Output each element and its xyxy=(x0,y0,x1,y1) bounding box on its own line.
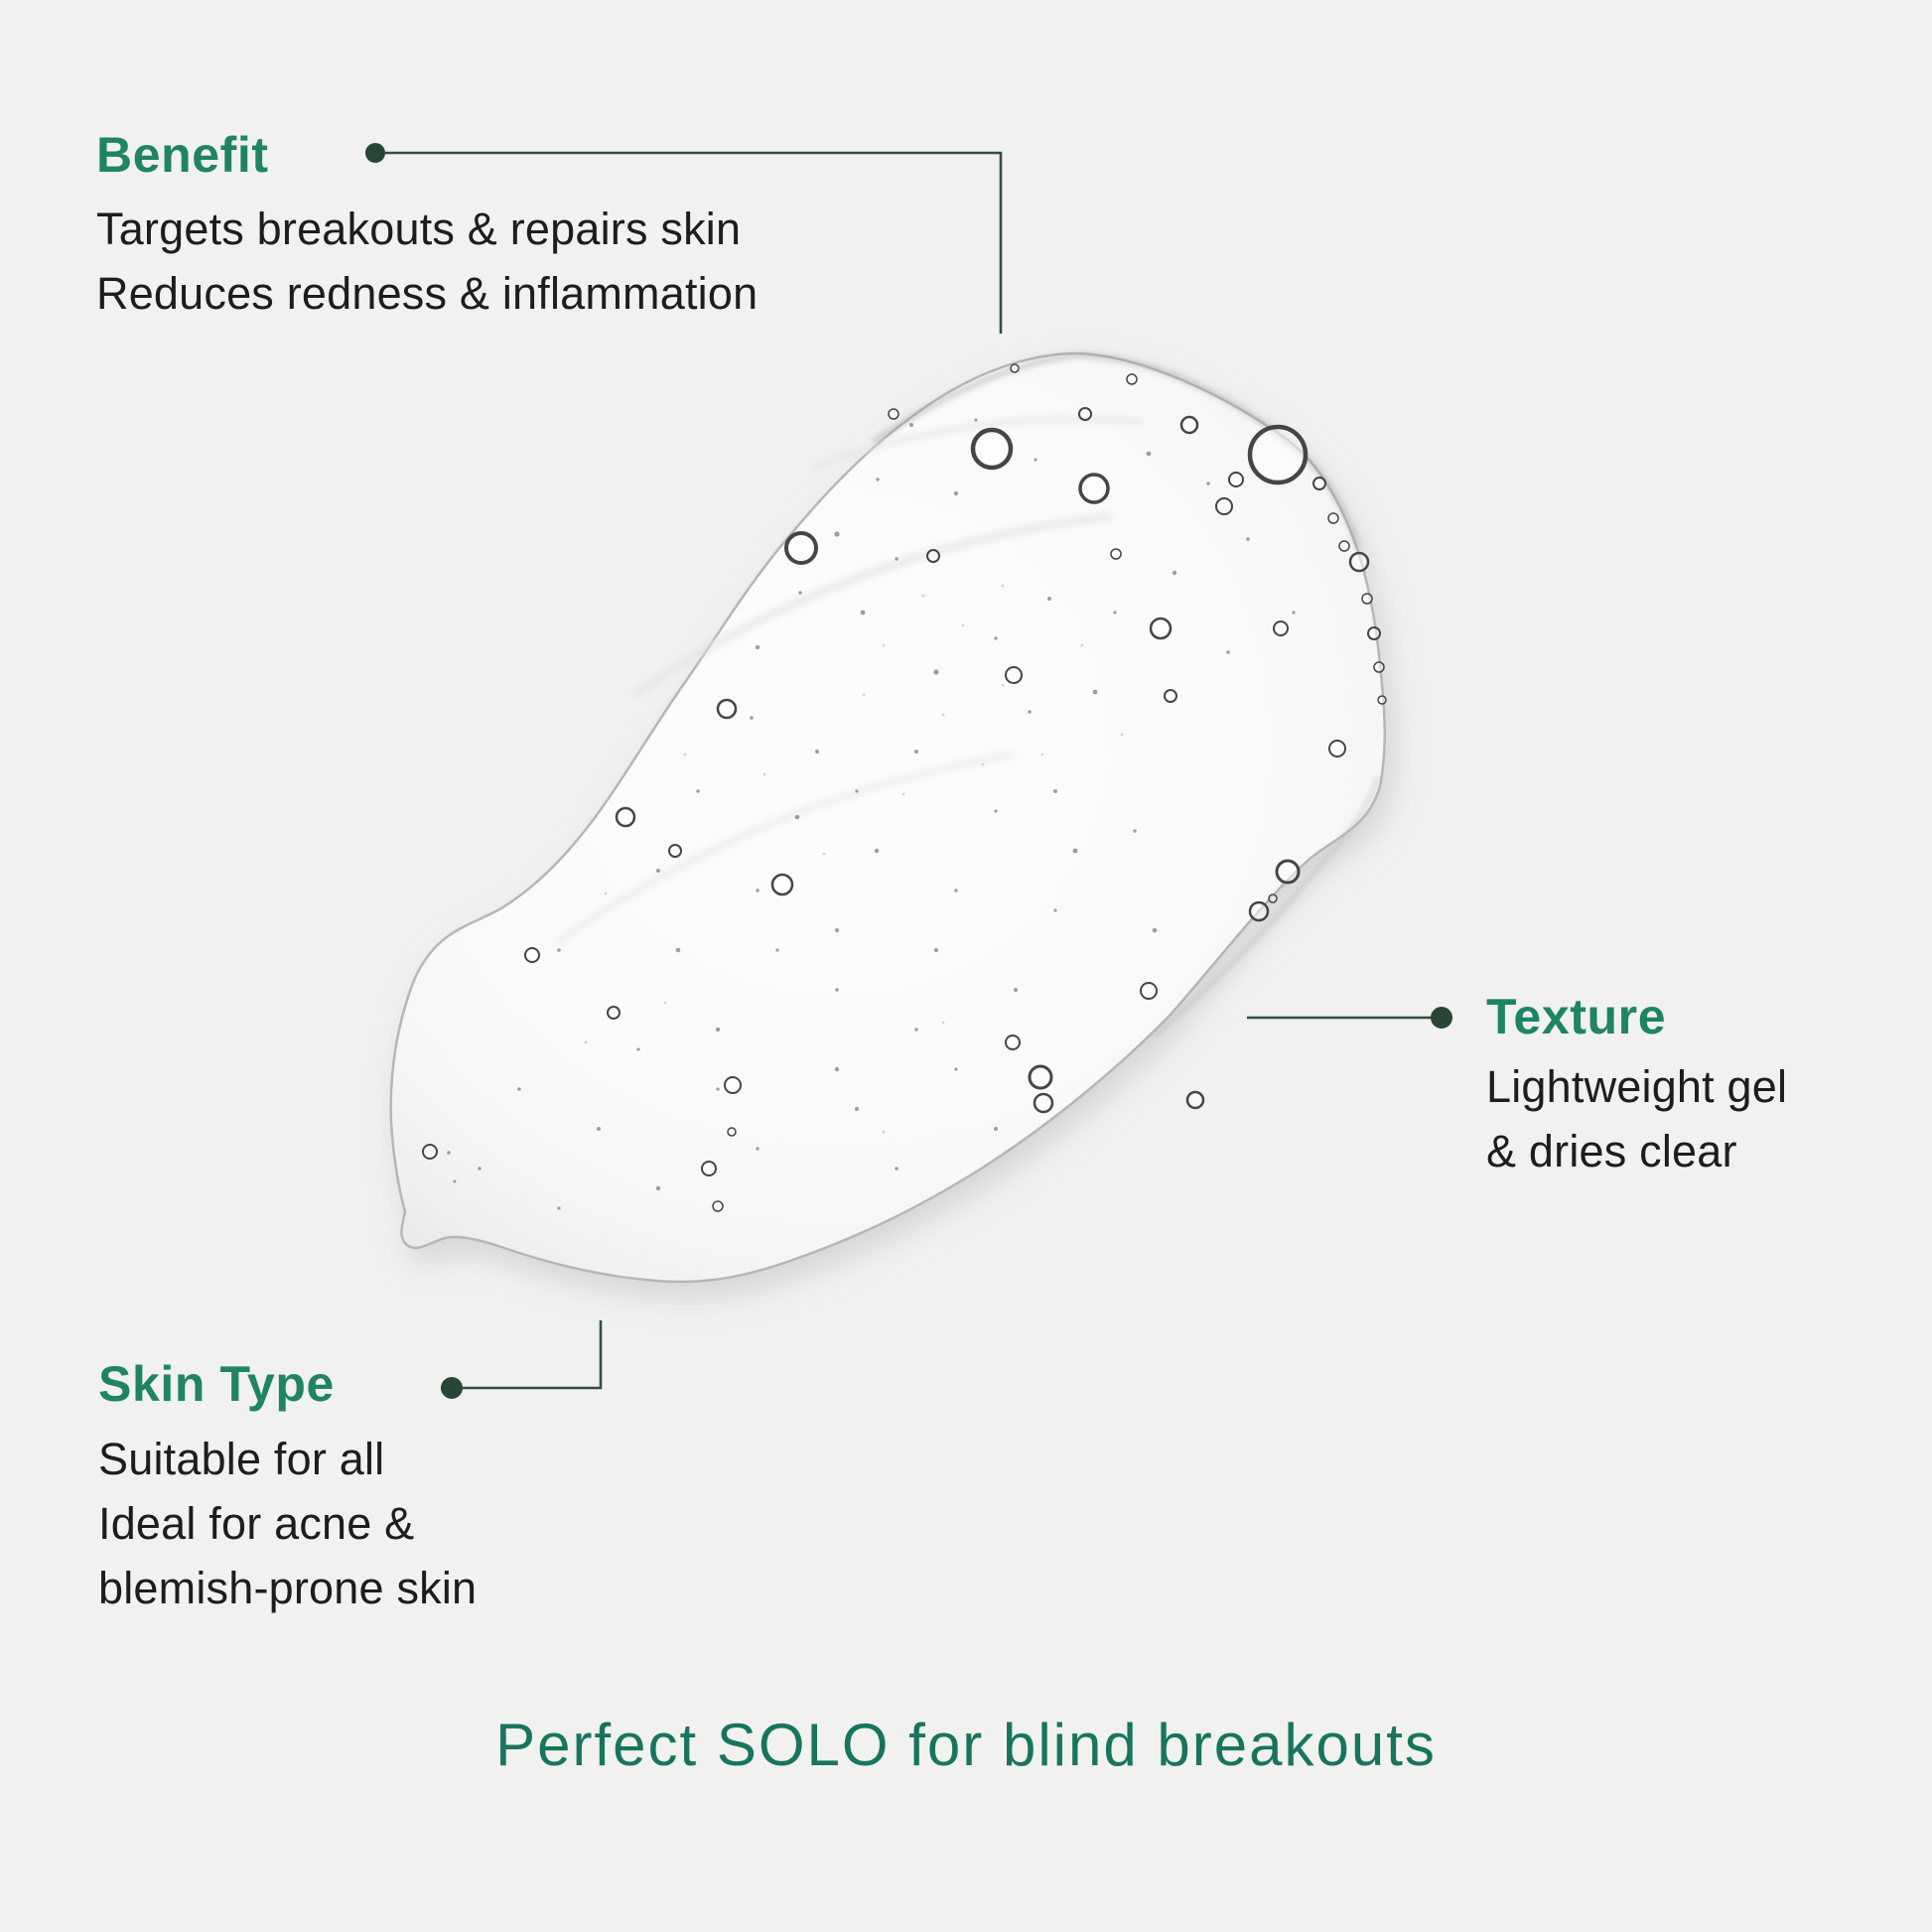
skin-type-heading: Skin Type xyxy=(98,1356,335,1412)
texture-connector xyxy=(1247,1007,1452,1029)
skin-type-line-3: blemish-prone skin xyxy=(98,1563,478,1613)
benefit-connector xyxy=(365,143,1003,334)
benefit-line-1: Targets breakouts & repairs skin xyxy=(96,204,742,254)
texture-heading: Texture xyxy=(1486,989,1667,1044)
gel-blob xyxy=(389,351,1387,1284)
skin-type-line-1: Suitable for all xyxy=(98,1434,385,1484)
skin-type-line-2: Ideal for acne & xyxy=(98,1498,415,1549)
tagline: Perfect SOLO for blind breakouts xyxy=(495,1712,1437,1778)
skin-type-section: Skin Type Suitable for all Ideal for acn… xyxy=(98,1357,477,1620)
benefit-dot xyxy=(365,143,385,163)
gel-microspecks xyxy=(584,584,1124,1134)
skin-type-dot xyxy=(441,1377,463,1399)
texture-line-2: & dries clear xyxy=(1486,1126,1737,1176)
texture-line-1: Lightweight gel xyxy=(1486,1061,1788,1112)
gel-bubbles xyxy=(422,363,1387,1212)
texture-section: Texture Lightweight gel & dries clear xyxy=(1486,990,1787,1183)
gel-streaks xyxy=(553,415,1143,947)
benefit-heading: Benefit xyxy=(96,127,269,183)
skin-type-connector xyxy=(441,1320,603,1399)
benefit-section: Benefit Targets breakouts & repairs skin… xyxy=(96,128,758,326)
texture-dot xyxy=(1431,1007,1452,1029)
benefit-line-2: Reduces redness & inflammation xyxy=(96,268,759,319)
gel-specks xyxy=(447,418,1296,1210)
